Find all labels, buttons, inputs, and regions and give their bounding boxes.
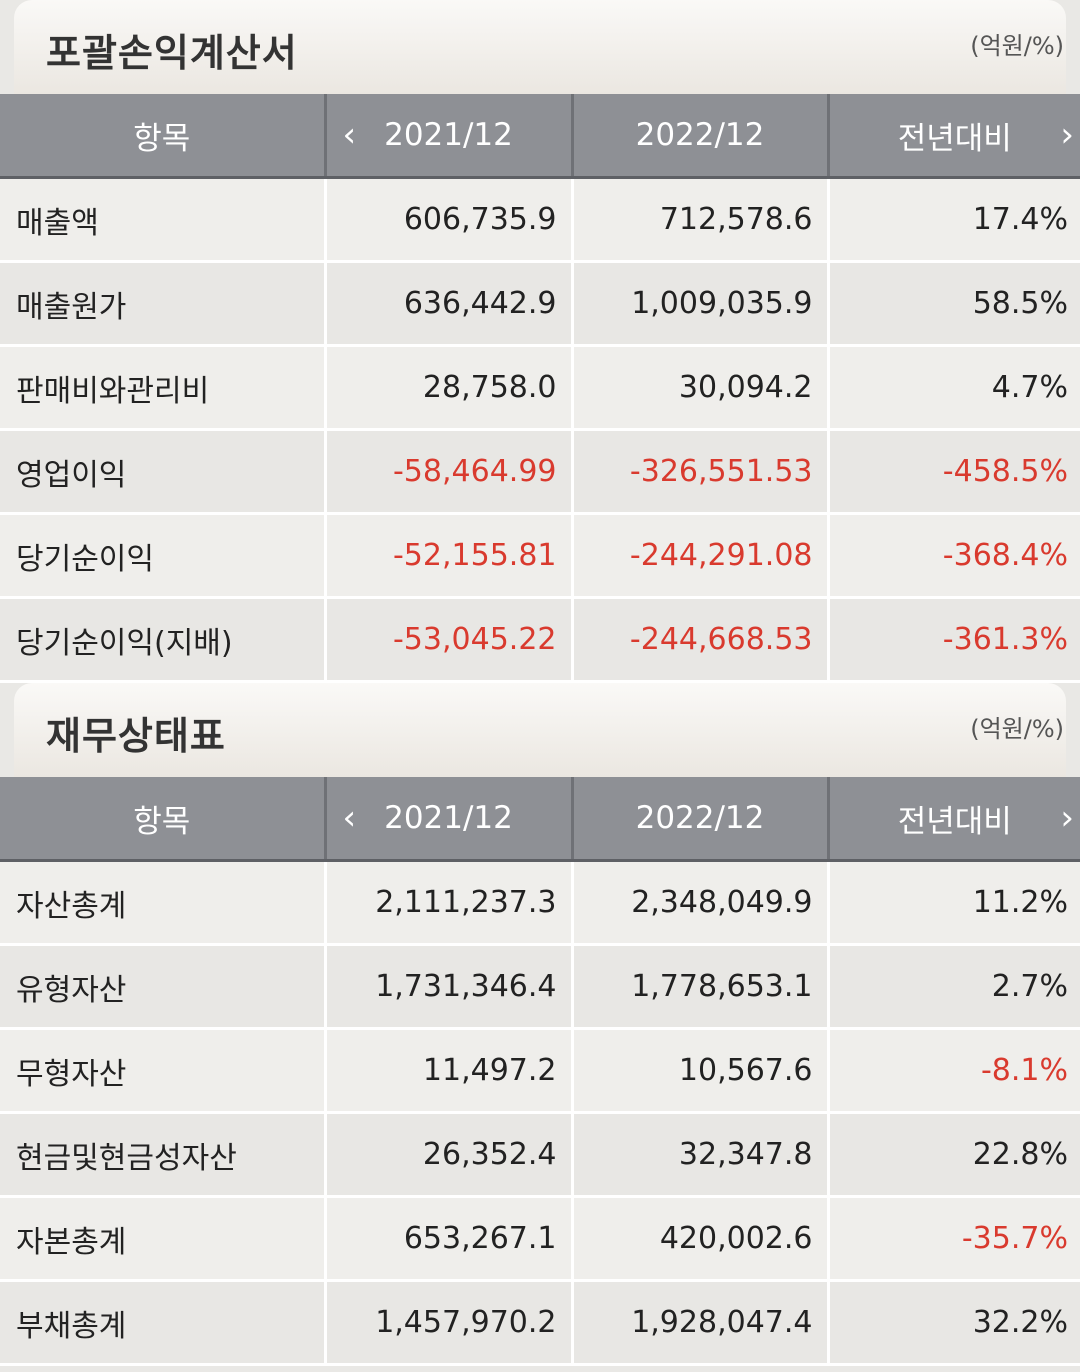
chevron-right-icon[interactable]: ›: [1060, 798, 1074, 838]
row-item-cell: 매출액: [0, 177, 325, 263]
row-2021-cell: 606,735.9: [323, 177, 572, 263]
row-2021-cell: 26,352.4: [323, 1112, 572, 1198]
income-statement-body: 매출액 606,735.9 712,578.6 17.4% 매출원가 636,442.9 1…: [0, 177, 1080, 683]
header-item: 항목: [0, 94, 325, 179]
chevron-left-icon[interactable]: ‹: [342, 798, 357, 838]
row-yoy-cell: -8.1%: [826, 1028, 1080, 1114]
row-2021-cell: 28,758.0: [323, 345, 572, 431]
row-2022-cell: 712,578.6: [570, 177, 828, 263]
row-item-cell: 자본총계: [0, 1196, 325, 1282]
row-2021-cell: -52,155.81: [323, 513, 572, 599]
table-row[interactable]: 자산총계 2,111,237.3 2,348,049.9 11.2%: [0, 860, 1080, 946]
header-item-label: 항목: [133, 803, 191, 840]
row-2021-cell: -58,464.99: [323, 429, 572, 515]
row-item-cell: 당기순이익(지배): [0, 597, 325, 683]
header-yoy: 전년대비 ›: [826, 777, 1080, 862]
row-yoy-cell: 2.7%: [826, 944, 1080, 1030]
header-year-2022: 2022/12: [570, 94, 828, 179]
header-year-2021-label: 2021/12: [384, 800, 513, 836]
header-year-2021: ‹ 2021/12: [323, 94, 572, 179]
row-item-cell: 매출원가: [0, 261, 325, 347]
row-2021-cell: 1,731,346.4: [323, 944, 572, 1030]
income-statement-title: 포괄손익계산서: [46, 31, 298, 75]
row-yoy-cell: -368.4%: [826, 513, 1080, 599]
header-item: 항목: [0, 777, 325, 862]
income-statement-header: 포괄손익계산서 (억원/%): [14, 0, 1066, 94]
balance-sheet-section: 재무상태표 (억원/%) 항목 ‹ 2021/12 2022/12 전년대비 ›: [0, 683, 1080, 1366]
header-year-2022-label: 2022/12: [635, 800, 765, 836]
row-yoy-cell: 17.4%: [826, 177, 1080, 263]
row-2022-cell: 420,002.6: [570, 1196, 828, 1282]
row-2021-cell: 11,497.2: [323, 1028, 572, 1114]
row-2022-cell: 1,928,047.4: [570, 1280, 828, 1366]
row-item-cell: 영업이익: [0, 429, 325, 515]
header-year-2022: 2022/12: [570, 777, 828, 862]
row-2022-cell: 1,778,653.1: [570, 944, 828, 1030]
table-row[interactable]: 영업이익 -58,464.99 -326,551.53 -458.5%: [0, 429, 1080, 515]
row-2021-cell: 653,267.1: [323, 1196, 572, 1282]
header-year-2022-label: 2022/12: [635, 117, 765, 153]
header-yoy-label: 전년대비: [897, 803, 1012, 840]
row-yoy-cell: -35.7%: [826, 1196, 1080, 1282]
row-yoy-cell: -458.5%: [826, 429, 1080, 515]
row-item-cell: 무형자산: [0, 1028, 325, 1114]
row-2022-cell: 1,009,035.9: [570, 261, 828, 347]
table-row[interactable]: 당기순이익(지배) -53,045.22 -244,668.53 -361.3%: [0, 597, 1080, 683]
table-row[interactable]: 매출원가 636,442.9 1,009,035.9 58.5%: [0, 261, 1080, 347]
row-yoy-cell: 58.5%: [826, 261, 1080, 347]
row-yoy-cell: 22.8%: [826, 1112, 1080, 1198]
row-item-cell: 부채총계: [0, 1280, 325, 1366]
income-statement-unit: (억원/%): [970, 32, 1064, 60]
row-2021-cell: 2,111,237.3: [323, 860, 572, 946]
income-statement-section: 포괄손익계산서 (억원/%) 항목 ‹ 2021/12 2022/12 전년대비…: [0, 0, 1080, 683]
table-row[interactable]: 부채총계 1,457,970.2 1,928,047.4 32.2%: [0, 1280, 1080, 1366]
row-yoy-cell: 4.7%: [826, 345, 1080, 431]
row-yoy-cell: 11.2%: [826, 860, 1080, 946]
balance-sheet-body: 자산총계 2,111,237.3 2,348,049.9 11.2% 유형자산 1,731…: [0, 860, 1080, 1366]
balance-sheet-header: 재무상태표 (억원/%): [14, 683, 1066, 777]
header-year-2021: ‹ 2021/12: [323, 777, 572, 862]
row-item-cell: 현금및현금성자산: [0, 1112, 325, 1198]
header-item-label: 항목: [133, 120, 191, 157]
row-2021-cell: 636,442.9: [323, 261, 572, 347]
row-2022-cell: 32,347.8: [570, 1112, 828, 1198]
table-row[interactable]: 자본총계 653,267.1 420,002.6 -35.7%: [0, 1196, 1080, 1282]
balance-sheet-unit: (억원/%): [970, 715, 1064, 743]
row-2021-cell: -53,045.22: [323, 597, 572, 683]
table-row[interactable]: 유형자산 1,731,346.4 1,778,653.1 2.7%: [0, 944, 1080, 1030]
row-item-cell: 자산총계: [0, 860, 325, 946]
row-2022-cell: -244,291.08: [570, 513, 828, 599]
table-header-row: 항목 ‹ 2021/12 2022/12 전년대비 ›: [0, 94, 1080, 179]
table-row[interactable]: 매출액 606,735.9 712,578.6 17.4%: [0, 177, 1080, 263]
row-2022-cell: 30,094.2: [570, 345, 828, 431]
row-2022-cell: 2,348,049.9: [570, 860, 828, 946]
balance-sheet-title: 재무상태표: [46, 714, 226, 758]
row-2022-cell: -244,668.53: [570, 597, 828, 683]
row-2021-cell: 1,457,970.2: [323, 1280, 572, 1366]
table-row[interactable]: 현금및현금성자산 26,352.4 32,347.8 22.8%: [0, 1112, 1080, 1198]
row-item-cell: 판매비와관리비: [0, 345, 325, 431]
table-header-row: 항목 ‹ 2021/12 2022/12 전년대비 ›: [0, 777, 1080, 862]
row-item-cell: 유형자산: [0, 944, 325, 1030]
chevron-left-icon[interactable]: ‹: [342, 115, 357, 155]
row-yoy-cell: 32.2%: [826, 1280, 1080, 1366]
row-2022-cell: -326,551.53: [570, 429, 828, 515]
table-row[interactable]: 판매비와관리비 28,758.0 30,094.2 4.7%: [0, 345, 1080, 431]
table-row[interactable]: 무형자산 11,497.2 10,567.6 -8.1%: [0, 1028, 1080, 1114]
row-yoy-cell: -361.3%: [826, 597, 1080, 683]
header-yoy-label: 전년대비: [897, 120, 1012, 157]
balance-sheet-table: 항목 ‹ 2021/12 2022/12 전년대비 › 자산총계 2,111,23…: [0, 777, 1080, 1366]
header-year-2021-label: 2021/12: [384, 117, 513, 153]
table-row[interactable]: 당기순이익 -52,155.81 -244,291.08 -368.4%: [0, 513, 1080, 599]
row-2022-cell: 10,567.6: [570, 1028, 828, 1114]
income-statement-table: 항목 ‹ 2021/12 2022/12 전년대비 › 매출액 606,735.9…: [0, 94, 1080, 683]
chevron-right-icon[interactable]: ›: [1060, 115, 1074, 155]
row-item-cell: 당기순이익: [0, 513, 325, 599]
header-yoy: 전년대비 ›: [826, 94, 1080, 179]
